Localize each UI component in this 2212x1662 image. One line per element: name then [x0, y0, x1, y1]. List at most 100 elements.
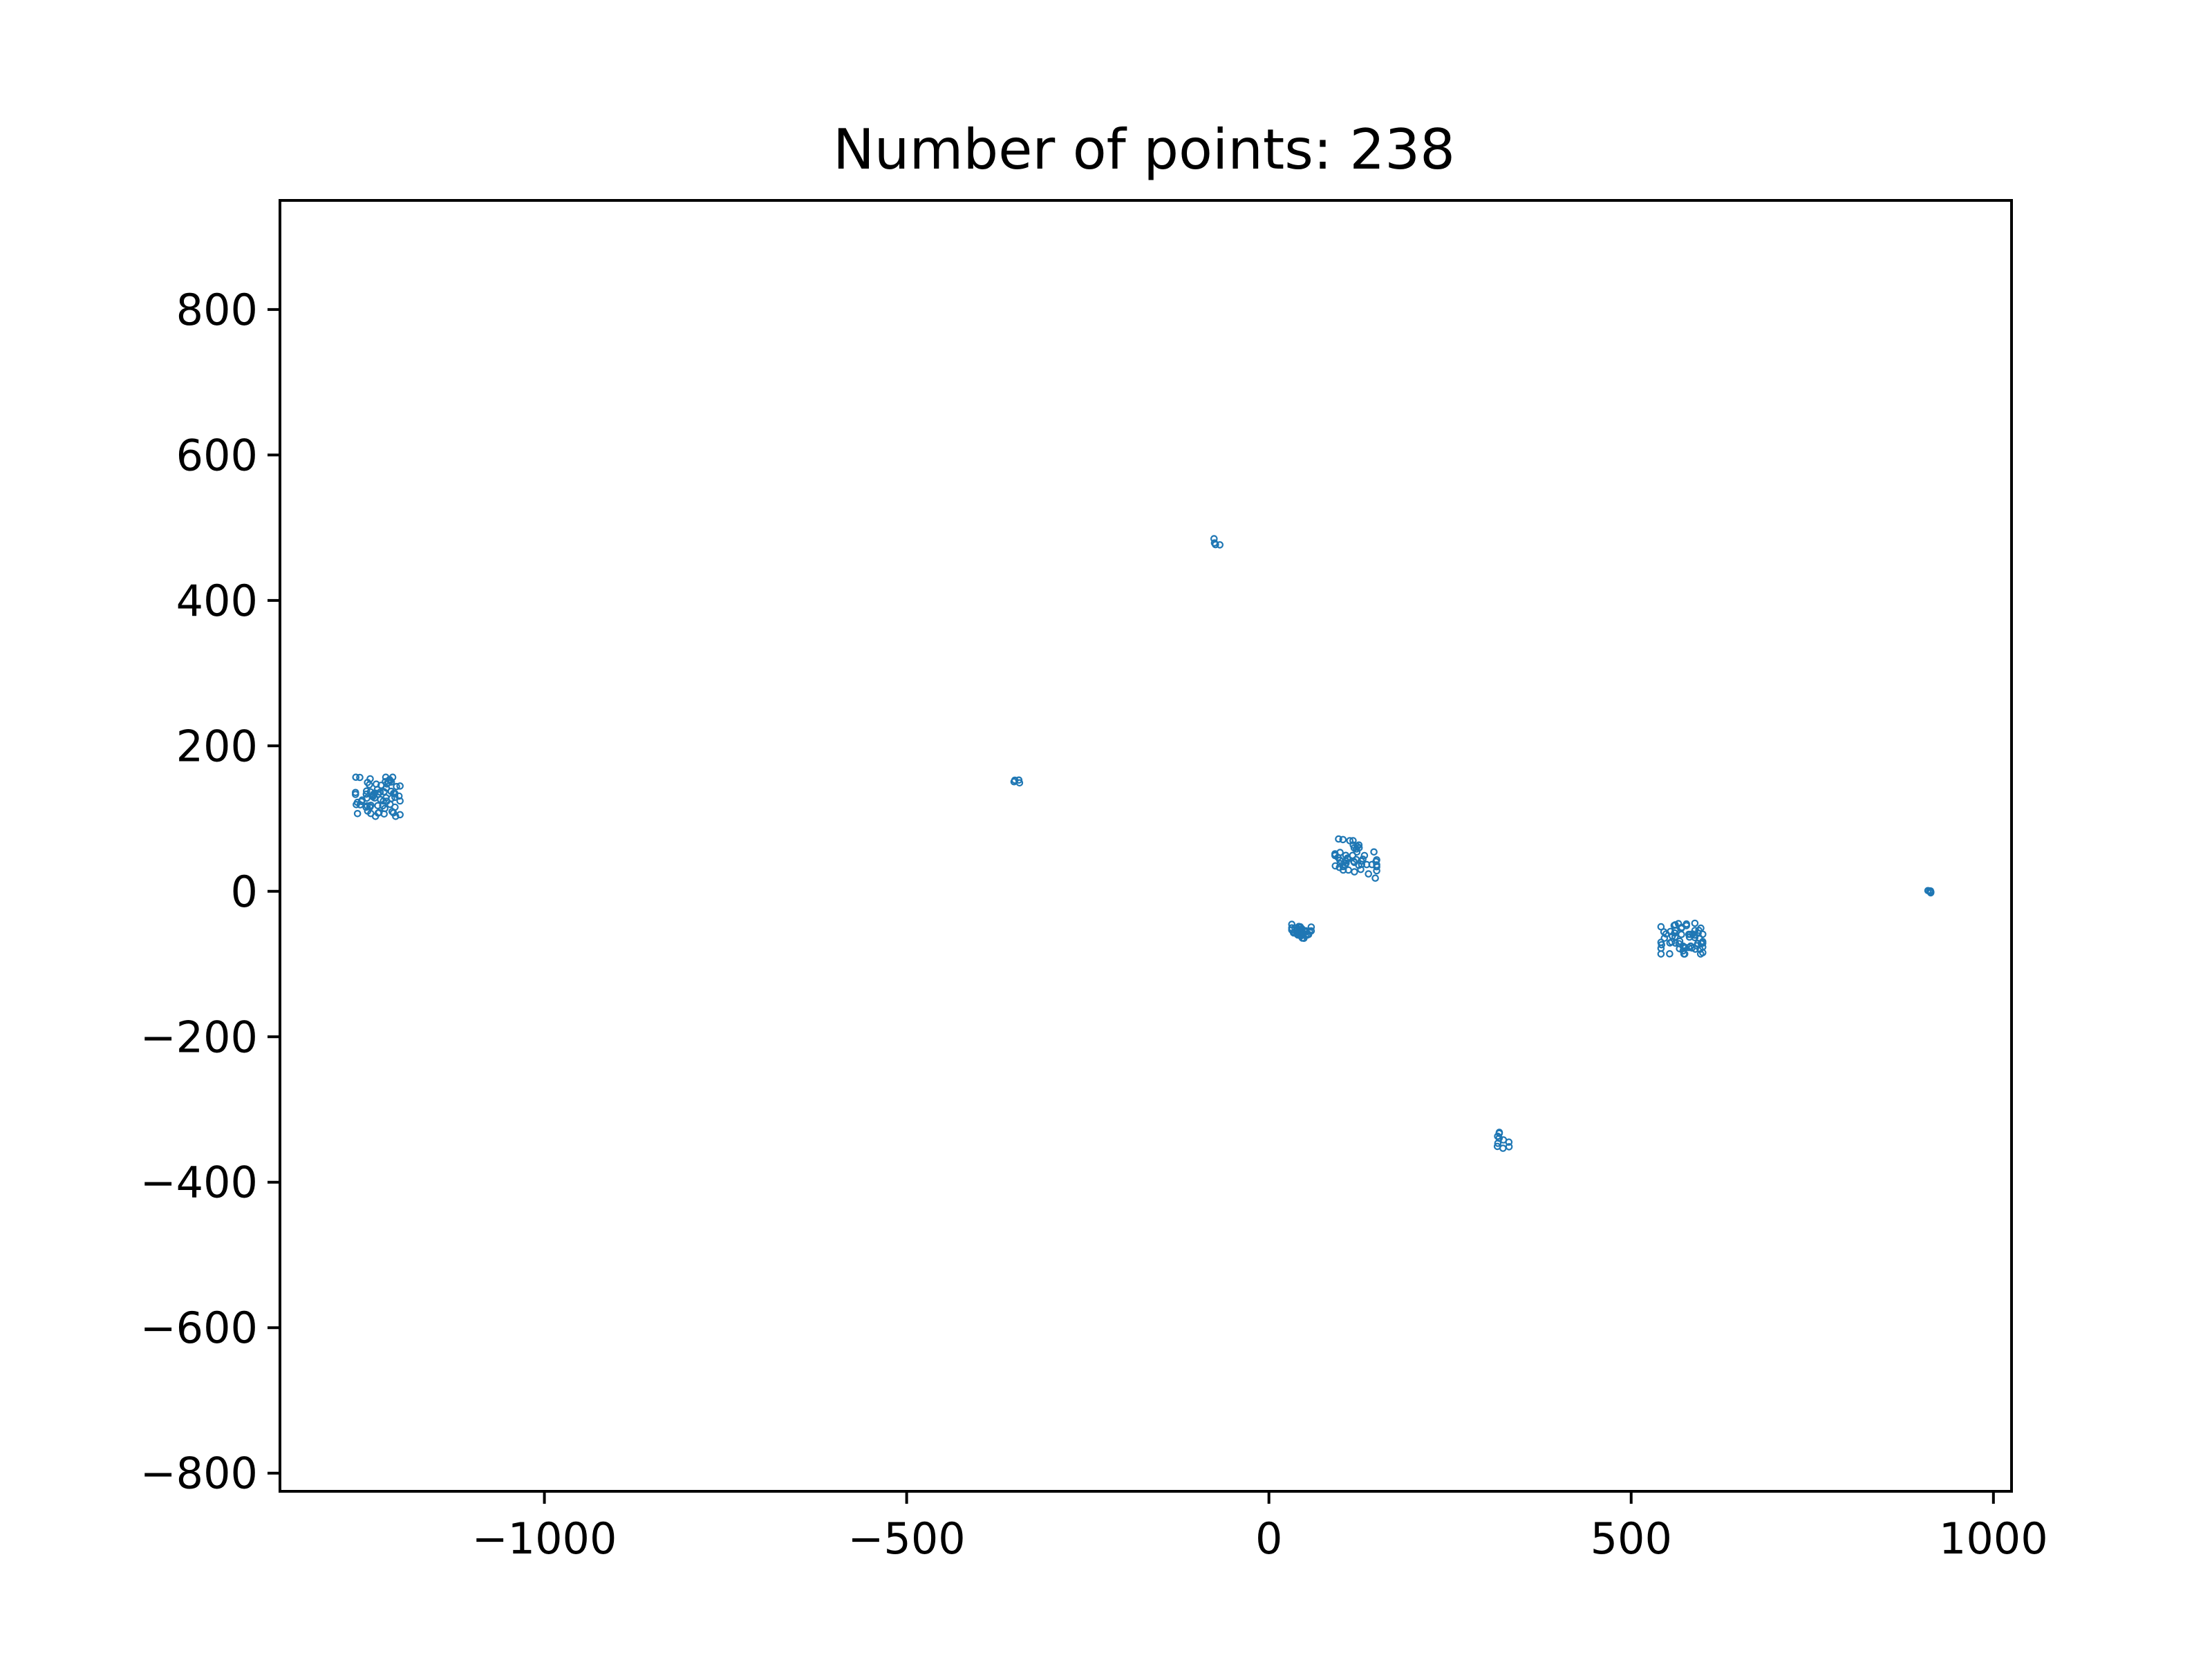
- data-point: [1331, 862, 1340, 870]
- data-point: [1355, 841, 1363, 849]
- data-point: [1680, 950, 1689, 958]
- data-point: [1344, 866, 1352, 874]
- data-point: [1657, 923, 1665, 931]
- data-point: [1691, 945, 1699, 953]
- chart-title: Number of points: 238: [833, 117, 1455, 182]
- data-point: [396, 811, 404, 819]
- data-point: [1360, 851, 1369, 860]
- x-tick-label: 1000: [1939, 1513, 2048, 1564]
- data-point: [1015, 776, 1023, 784]
- data-point: [1660, 934, 1669, 942]
- data-point: [1671, 929, 1678, 937]
- data-point: [1370, 848, 1378, 856]
- data-point: [1357, 857, 1365, 865]
- data-point: [1371, 874, 1379, 882]
- data-point: [377, 782, 385, 789]
- data-point: [1339, 835, 1347, 844]
- y-tick-label: −600: [140, 1303, 258, 1353]
- plot-frame: [279, 199, 2013, 1493]
- data-point: [369, 791, 377, 800]
- data-point: [352, 773, 360, 781]
- data-point: [1358, 860, 1366, 868]
- data-point: [1336, 856, 1344, 865]
- data-point: [1685, 943, 1693, 952]
- data-point: [1678, 930, 1685, 938]
- data-point: [351, 791, 359, 798]
- data-point: [353, 810, 362, 818]
- data-point: [1336, 849, 1344, 856]
- y-tick-label: 800: [176, 285, 258, 335]
- data-point: [1676, 945, 1683, 953]
- data-point: [353, 801, 360, 809]
- data-point: [379, 797, 387, 805]
- y-tick-label: 400: [176, 576, 258, 626]
- data-point: [376, 788, 384, 796]
- points-layer: [351, 535, 1935, 1152]
- data-point: [1335, 835, 1342, 843]
- data-point: [374, 802, 382, 810]
- data-point: [1927, 888, 1935, 896]
- data-point: [356, 773, 364, 782]
- data-point: [1346, 837, 1353, 844]
- data-point: [391, 793, 399, 802]
- data-point: [366, 775, 374, 783]
- data-point: [379, 802, 386, 810]
- data-point: [1691, 919, 1699, 927]
- data-point: [372, 780, 380, 788]
- data-point: [1671, 939, 1679, 947]
- data-point: [1353, 842, 1361, 851]
- y-axis: −800 −600 −400 −200 0 200 400 600 800: [140, 285, 280, 1499]
- data-point: [382, 773, 390, 781]
- data-point: [384, 779, 393, 786]
- data-point: [388, 795, 395, 802]
- data-point: [380, 810, 388, 818]
- data-point: [362, 787, 371, 795]
- x-axis: −1000 −500 0 500 1000: [472, 1491, 2048, 1564]
- y-tick-label: −400: [140, 1158, 258, 1208]
- data-point: [1288, 920, 1296, 928]
- data-point: [1365, 870, 1372, 878]
- data-point: [393, 782, 400, 791]
- data-point: [395, 792, 403, 800]
- y-tick-label: −200: [140, 1012, 258, 1062]
- y-tick-label: 200: [176, 721, 258, 771]
- data-point: [1210, 539, 1219, 547]
- data-point: [1696, 934, 1703, 942]
- data-point: [1505, 1143, 1513, 1151]
- data-point: [1344, 854, 1351, 862]
- data-point: [1297, 929, 1304, 938]
- data-point: [1351, 868, 1358, 876]
- data-point: [380, 788, 388, 795]
- data-point: [1349, 837, 1357, 844]
- data-point: [371, 813, 379, 820]
- x-tick-label: −1000: [472, 1513, 617, 1564]
- data-point: [396, 797, 404, 805]
- data-point: [1657, 944, 1665, 952]
- y-tick-label: 600: [176, 430, 258, 480]
- x-tick-label: 0: [1255, 1513, 1282, 1564]
- data-point: [1373, 867, 1380, 875]
- x-tick-label: −500: [847, 1513, 965, 1564]
- y-tick-label: 0: [231, 867, 258, 917]
- data-point: [1011, 776, 1019, 784]
- data-point: [1666, 950, 1674, 958]
- data-point: [1670, 922, 1678, 929]
- data-point: [1688, 944, 1696, 952]
- data-point: [364, 807, 372, 815]
- data-point: [1696, 945, 1704, 953]
- data-point: [396, 782, 404, 790]
- data-point: [1662, 930, 1670, 938]
- data-point: [1368, 860, 1376, 869]
- data-point: [1499, 1136, 1508, 1144]
- data-point: [1493, 1142, 1501, 1151]
- data-point: [1373, 856, 1380, 864]
- data-point: [388, 808, 396, 815]
- data-point: [1307, 923, 1315, 931]
- data-point: [1210, 535, 1218, 542]
- x-tick-label: 500: [1591, 1513, 1672, 1564]
- data-point: [1495, 1134, 1503, 1142]
- y-tick-label: −800: [140, 1448, 258, 1499]
- data-point: [367, 802, 375, 809]
